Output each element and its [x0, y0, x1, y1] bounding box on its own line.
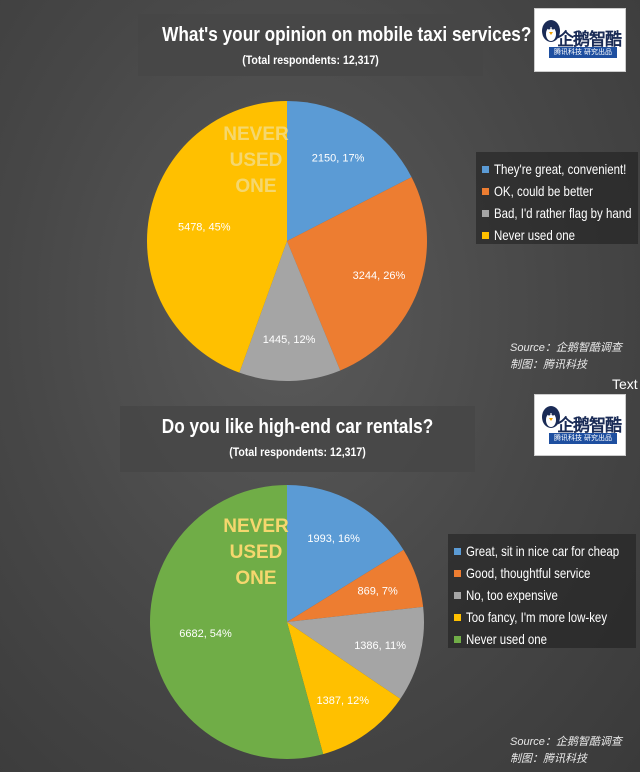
slice-data-label: 3244, 26% — [353, 270, 406, 282]
logo-name: 企鹅智酷 — [557, 416, 622, 436]
slice-data-label: 5478, 45% — [178, 221, 231, 233]
legend-swatch — [454, 635, 461, 643]
never-used-annotation: NEVER USED ONE — [223, 516, 289, 589]
annotation-word: NEVER — [223, 516, 289, 537]
chart-title: Do you like high-end car rentals? — [161, 416, 434, 438]
slice-data-label: 6682, 54% — [179, 628, 232, 640]
legend-swatch — [482, 231, 489, 239]
legend-item: No, too expensive — [454, 584, 630, 606]
pie-slice — [287, 622, 401, 755]
legend: Great, sit in nice car for cheap Good, th… — [448, 534, 636, 648]
chart-panel-rentals: 1993, 16% 869, 7% 1386, 11% 1387, 12% 6682, … — [0, 386, 640, 772]
legend-swatch — [454, 569, 461, 577]
slice-data-label: 869, 7% — [357, 586, 398, 598]
annotation-word: ONE — [235, 568, 276, 589]
legend-swatch — [454, 591, 461, 599]
logo-tagline: 腾讯科技 研究出品 — [549, 47, 617, 58]
never-used-annotation: NEVER USED ONE — [223, 124, 289, 197]
pie-slice — [287, 549, 424, 622]
legend-item: Bad, I'd rather flag by hand — [482, 202, 632, 224]
legend-swatch — [454, 613, 461, 621]
title-box: Do you like high-end car rentals? (Total… — [120, 406, 475, 472]
legend-item: They're great, convenient! — [482, 158, 632, 180]
slice-data-label: 1445, 12% — [263, 334, 316, 346]
legend-label: No, too expensive — [466, 587, 558, 603]
chart-panel-taxi: 2150, 17% 3244, 26% 1445, 12% 5478, 45% NEV… — [138, 8, 638, 381]
pie-slice — [287, 101, 412, 241]
legend-label: Never used one — [494, 227, 576, 243]
penguin-icon — [542, 20, 560, 42]
text-tag: Text — [612, 376, 638, 392]
legend: They're great, convenient! OK, could be b… — [476, 152, 638, 244]
source-note: Source：企鹅智酷调查 制图：腾讯科技 — [510, 734, 622, 768]
legend-item: Great, sit in nice car for cheap — [454, 540, 630, 562]
slice-data-label: 1387, 12% — [316, 695, 369, 707]
pie-slice — [147, 101, 287, 373]
legend-swatch — [454, 547, 461, 555]
source-note: Source：企鹅智酷调查 制图：腾讯科技 — [510, 340, 622, 374]
penguin-logo: 企鹅智酷 腾讯科技 研究出品 — [534, 8, 626, 72]
chart-subtitle: (Total respondents: 12,317) — [229, 445, 366, 459]
source-line: Source：企鹅智酷调查 — [510, 736, 622, 748]
legend-item: Good, thoughtful service — [454, 562, 630, 584]
pie-slice — [239, 241, 341, 381]
chart-title: What's your opinion on mobile taxi servi… — [162, 24, 532, 46]
legend-item: Too fancy, I'm more low-key — [454, 606, 630, 628]
source-line: Source：企鹅智酷调查 — [510, 342, 622, 354]
legend-label: OK, could be better — [494, 183, 593, 199]
logo-name: 企鹅智酷 — [557, 30, 622, 50]
logo-tagline: 腾讯科技 研究出品 — [549, 433, 617, 444]
pie-slice — [287, 485, 404, 622]
penguin-logo: 企鹅智酷 腾讯科技 研究出品 — [534, 394, 626, 456]
legend-item: Never used one — [482, 224, 632, 246]
annotation-word: USED — [230, 150, 283, 171]
legend-item: OK, could be better — [482, 180, 632, 202]
legend-label: Good, thoughtful service — [466, 565, 591, 581]
penguin-icon — [542, 406, 560, 428]
slice-data-label: 2150, 17% — [312, 152, 365, 164]
legend-label: Great, sit in nice car for cheap — [466, 543, 620, 559]
annotation-word: ONE — [235, 176, 276, 197]
pie-slice — [287, 606, 424, 699]
chart-subtitle: (Total respondents: 12,317) — [242, 53, 379, 67]
credit-line: 制图：腾讯科技 — [510, 359, 587, 371]
pie-slice — [150, 485, 324, 759]
pie-chart-taxi: 2150, 17% 3244, 26% 1445, 12% 5478, 45% NEV… — [147, 101, 428, 381]
legend-label: Never used one — [466, 631, 548, 647]
legend-swatch — [482, 165, 489, 173]
legend-swatch — [482, 209, 489, 217]
annotation-word: USED — [230, 542, 283, 563]
annotation-word: NEVER — [223, 124, 289, 145]
legend-label: Bad, I'd rather flag by hand — [494, 205, 632, 221]
legend-swatch — [482, 187, 489, 195]
slice-data-label: 1993, 16% — [307, 533, 360, 545]
credit-line: 制图：腾讯科技 — [510, 753, 587, 765]
title-box: What's your opinion on mobile taxi servi… — [138, 14, 532, 76]
slice-data-label: 1386, 11% — [354, 640, 406, 652]
legend-item: Never used one — [454, 628, 630, 650]
legend-label: They're great, convenient! — [494, 161, 627, 177]
pie-slice — [287, 177, 428, 371]
pie-chart-rentals: 1993, 16% 869, 7% 1386, 11% 1387, 12% 6682, … — [150, 485, 424, 759]
legend-label: Too fancy, I'm more low-key — [466, 609, 608, 625]
